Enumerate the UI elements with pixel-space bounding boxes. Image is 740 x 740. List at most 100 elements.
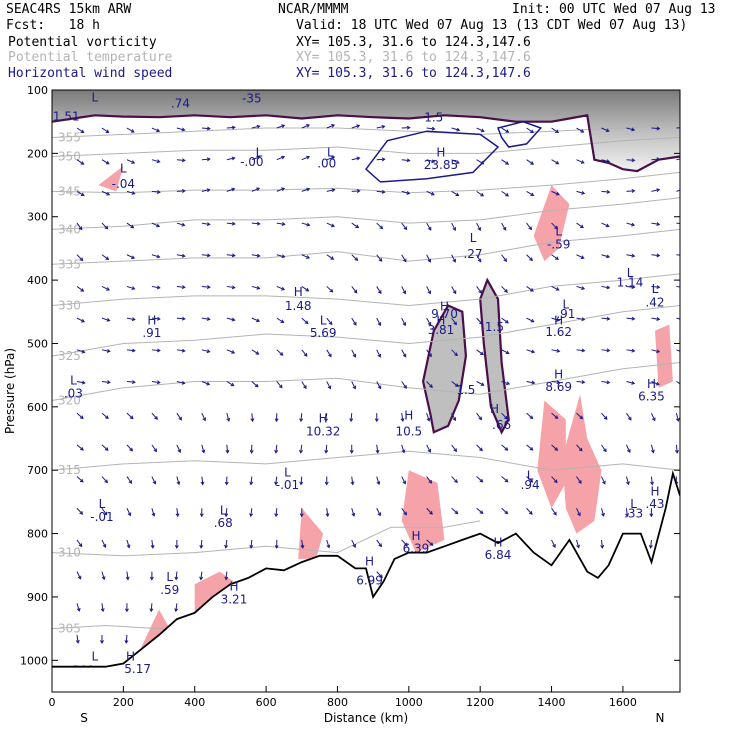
wind-vector — [101, 349, 110, 352]
wind-vector-head — [580, 160, 585, 164]
wind-vector — [426, 444, 431, 453]
wind-vector-head — [378, 258, 383, 262]
wind-vector — [226, 285, 235, 289]
wind-vector — [101, 222, 108, 230]
wind-vector — [451, 476, 458, 483]
extremum-label: H — [436, 313, 445, 327]
wind-vector — [601, 285, 610, 289]
wind-vector — [226, 126, 235, 129]
wind-vector — [351, 508, 355, 517]
wind-vector — [251, 125, 260, 129]
wind-vector — [101, 444, 109, 451]
wind-vector-head — [651, 417, 656, 422]
wind-vector — [201, 381, 210, 385]
wind-vector — [526, 254, 533, 261]
wind-vector-head — [428, 353, 432, 358]
wind-vector-head — [381, 189, 386, 194]
wind-vector — [350, 413, 353, 422]
wind-vector-head — [427, 258, 432, 263]
theta-contour-label: 305 — [58, 622, 81, 636]
wind-vector — [251, 317, 260, 322]
wind-vector — [426, 286, 431, 294]
wind-vector — [251, 156, 260, 161]
wind-vector — [176, 476, 180, 485]
wind-vector-head — [655, 381, 660, 386]
wind-vector — [476, 254, 482, 262]
wind-vector-head — [402, 480, 407, 485]
x-tick-label: 400 — [184, 696, 205, 709]
wind-vector — [675, 444, 678, 453]
wind-vector — [401, 286, 406, 294]
y-axis-label: Pressure (hPa) — [3, 348, 17, 434]
wind-vector-head — [429, 542, 434, 546]
wind-vector-head — [81, 380, 86, 385]
wind-vector-head — [556, 380, 561, 385]
wind-vector-head — [555, 160, 560, 165]
wind-vector — [276, 254, 285, 258]
wind-vector-head — [378, 543, 382, 548]
extremum-label: .59 — [160, 583, 179, 597]
wind-vector — [176, 285, 185, 288]
extremum-label: 8.69 — [545, 380, 572, 394]
wind-vector-head — [230, 382, 235, 387]
wind-vector-head — [299, 481, 304, 486]
wind-vector — [651, 158, 660, 161]
wind-vector-head — [156, 380, 161, 385]
wind-vector — [401, 476, 406, 484]
wind-vector-head — [131, 380, 136, 385]
extremum-label: 1.51 — [53, 109, 80, 123]
wind-vector-head — [556, 317, 561, 322]
wind-vector-head — [656, 253, 661, 258]
wind-vector — [76, 317, 85, 323]
wind-vector — [126, 254, 135, 259]
wind-vector-head — [79, 415, 84, 420]
wind-vector-head — [103, 511, 108, 516]
wind-vector — [501, 222, 507, 231]
wind-vector-head — [131, 348, 136, 353]
wind-vector — [601, 159, 610, 163]
wind-vector — [576, 127, 584, 133]
wind-vector — [301, 222, 310, 226]
wind-vector — [576, 285, 585, 290]
extremum-label: L — [166, 570, 173, 584]
wind-vector — [101, 127, 109, 133]
theta-contour — [52, 137, 680, 157]
wind-vector-head — [480, 382, 485, 386]
wind-vector-head — [379, 225, 384, 230]
wind-vector — [201, 254, 210, 257]
wind-vector-head — [181, 127, 186, 132]
wind-vector-head — [231, 187, 236, 192]
wind-vector-head — [606, 380, 611, 385]
wind-vector-head — [480, 160, 485, 165]
wind-vector-head — [156, 128, 161, 133]
wind-vector — [126, 349, 135, 352]
wind-vector-head — [355, 224, 360, 229]
wind-vector — [426, 539, 433, 546]
wind-vector-head — [656, 285, 661, 290]
wind-vector-head — [603, 448, 607, 453]
extremum-label: H — [494, 535, 503, 549]
wind-vector — [326, 317, 333, 325]
wind-vector — [451, 412, 456, 421]
wind-vector — [551, 444, 558, 451]
wind-vector-head — [300, 544, 305, 549]
moisture-shading-region — [98, 166, 124, 192]
wind-vector — [501, 127, 509, 133]
wind-vector — [676, 127, 680, 129]
wind-vector — [401, 190, 410, 195]
wind-vector — [300, 413, 303, 422]
wind-vector-head — [377, 290, 382, 295]
wind-vector-head — [626, 481, 630, 486]
wind-vector — [451, 507, 458, 514]
wind-vector — [626, 159, 635, 161]
extremum-label: H — [440, 300, 449, 314]
wind-vector-head — [156, 254, 161, 259]
wind-vector-head — [455, 192, 460, 196]
y-tick-label: 900 — [27, 591, 48, 604]
wind-vector-head — [255, 351, 260, 355]
wind-vector-head — [256, 124, 261, 129]
wind-vector — [676, 222, 680, 224]
wind-vector — [226, 349, 235, 354]
wind-vector-head — [178, 416, 182, 421]
wind-vector-head — [102, 544, 107, 548]
